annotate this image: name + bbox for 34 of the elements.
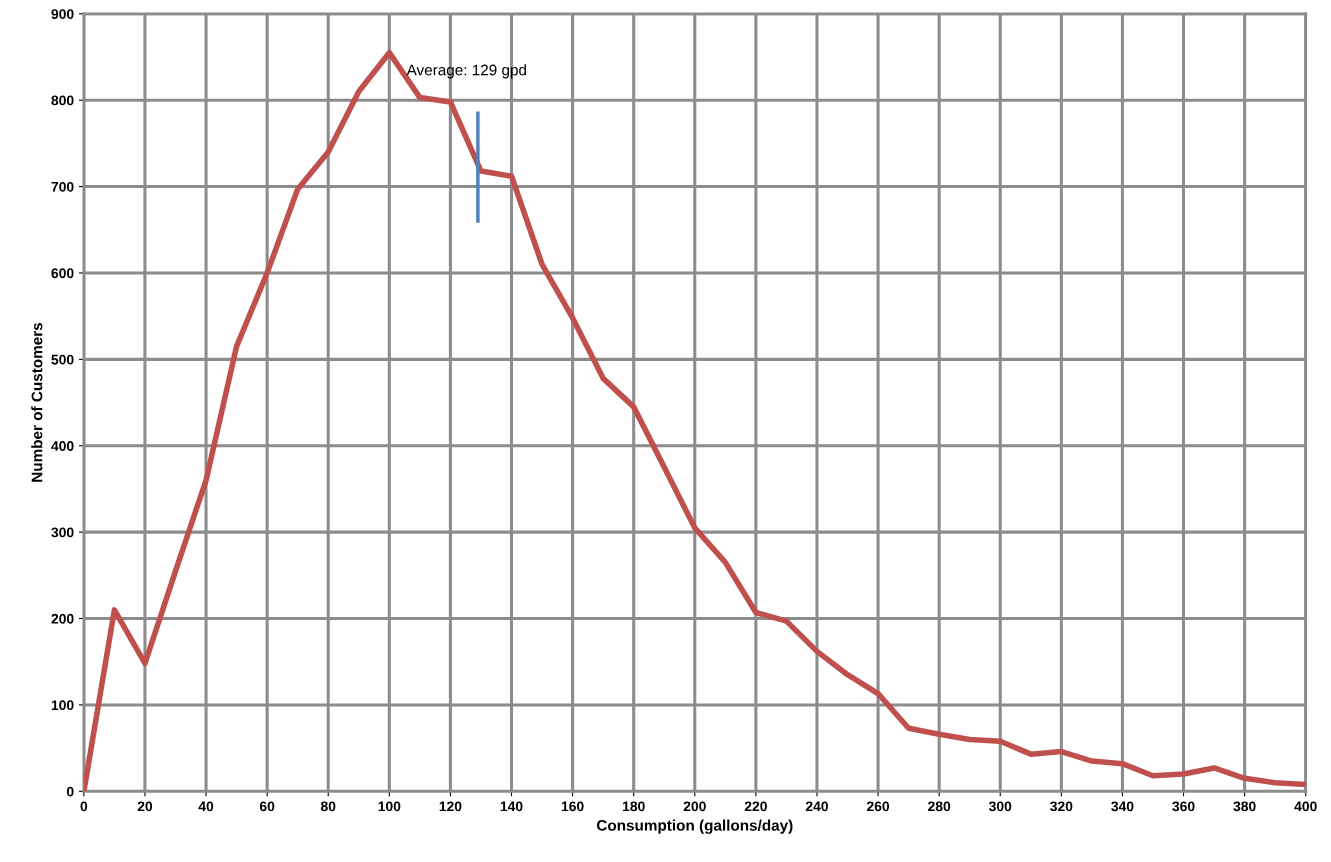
x-axis-title: Consumption (gallons/day) [596,819,793,834]
annotation: Average: 129 gpd [406,64,526,79]
y-tick-label: 500 [51,354,74,365]
x-tick-label: 40 [198,801,214,812]
x-tick-label: 220 [744,801,767,812]
y-tick-label: 800 [51,95,74,106]
x-tick-label: 240 [805,801,828,812]
x-tick-label: 380 [1233,801,1256,812]
x-tick-label: 300 [988,801,1012,812]
x-tick-label: 60 [259,801,275,812]
x-tick-label: 200 [683,801,706,812]
x-tick-label: 160 [561,801,584,812]
x-tick-label: 20 [137,801,153,812]
x-tick-label: 140 [500,801,523,812]
y-axis-title: Number of Customers [31,322,43,482]
y-tick-label: 0 [66,786,74,797]
x-tick-label: 280 [928,801,951,812]
x-tick-label: 360 [1172,801,1195,812]
x-tick-label: 320 [1050,801,1073,812]
x-tick-label: 120 [439,801,462,812]
x-tick-label: 400 [1294,801,1317,812]
x-tick-label: 0 [80,801,88,812]
y-tick-label: 400 [51,441,74,451]
y-tick-label: 100 [51,700,74,711]
y-tick-label: 300 [51,527,74,538]
x-tick-label: 80 [320,801,336,812]
y-tick-label: 600 [51,268,74,279]
y-tick-label: 200 [51,613,74,624]
y-tick-label: 900 [51,9,74,19]
x-tick-label: 100 [378,801,401,812]
y-tick-label: 700 [51,181,74,192]
x-tick-label: 340 [1111,801,1134,812]
x-tick-label: 260 [866,801,890,812]
x-tick-label: 180 [622,801,645,812]
